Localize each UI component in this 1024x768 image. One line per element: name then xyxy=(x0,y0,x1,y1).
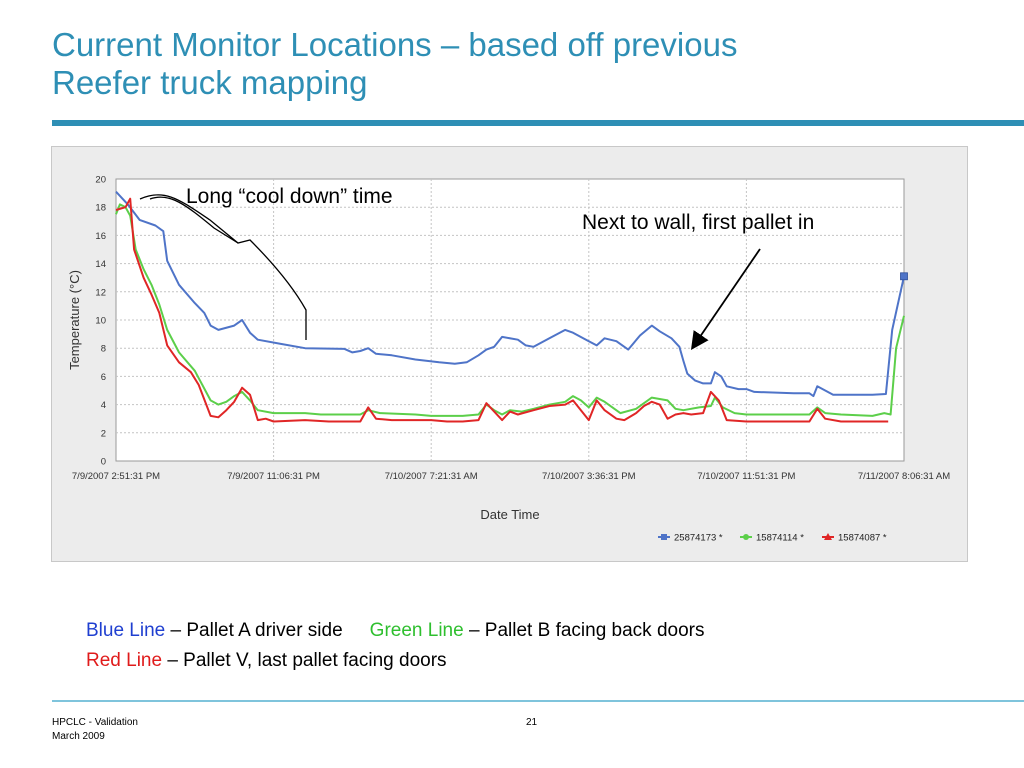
temperature-chart: 0 2 4 6 8 10 12 14 16 18 20 7/9/2007 2:51:31 PM 7/9/… xyxy=(67,175,950,544)
legend-marker xyxy=(661,534,667,540)
y-tick-label: 6 xyxy=(101,372,106,383)
title-line-2: Reefer truck mapping xyxy=(52,64,368,101)
slide-title: Current Monitor Locations – based off pr… xyxy=(52,26,992,102)
legend-line-1: Blue Line – Pallet A driver side Green Li… xyxy=(86,620,705,642)
cool-down-annotation: Long “cool down” time xyxy=(186,185,393,208)
legend-label: 15874087 * xyxy=(838,533,887,544)
x-tick-label: 7/10/2007 3:36:31 PM xyxy=(542,471,636,482)
y-tick-label: 18 xyxy=(95,203,106,214)
x-tick-label: 7/9/2007 2:51:31 PM xyxy=(72,471,160,482)
x-tick-label: 7/11/2007 8:06:31 AM xyxy=(858,471,950,482)
blue-line-desc: – Pallet A driver side xyxy=(165,620,343,641)
series-line xyxy=(115,197,889,423)
green-line-label: Green Line xyxy=(369,620,464,641)
y-axis-label: Temperature (°C) xyxy=(67,270,82,370)
legend-line-2: Red Line – Pallet V, last pallet facing … xyxy=(86,650,447,672)
series-end-marker xyxy=(900,272,908,281)
y-tick-label: 4 xyxy=(101,400,106,411)
y-tick-label: 14 xyxy=(95,259,106,270)
y-tick-label: 0 xyxy=(101,457,106,468)
legend-marker xyxy=(743,534,749,540)
x-tick-label: 7/10/2007 7:21:31 AM xyxy=(385,471,478,482)
x-axis-label: Date Time xyxy=(480,507,539,522)
y-tick-label: 20 xyxy=(95,175,106,186)
title-rule xyxy=(52,120,1024,126)
y-tick-label: 2 xyxy=(101,428,106,439)
red-line-desc: – Pallet V, last pallet facing doors xyxy=(162,650,447,671)
x-tick-label: 7/9/2007 11:06:31 PM xyxy=(227,471,320,482)
legend-marker xyxy=(824,533,832,540)
green-line-desc: – Pallet B facing back doors xyxy=(463,620,705,641)
title-line-1: Current Monitor Locations – based off pr… xyxy=(52,26,738,63)
red-line-label: Red Line xyxy=(86,650,163,671)
blue-line-label: Blue Line xyxy=(86,620,166,641)
y-tick-label: 12 xyxy=(95,287,106,298)
legend-label: 25874173 * xyxy=(674,533,723,544)
y-tick-label: 16 xyxy=(95,231,106,242)
legend-label: 15874114 * xyxy=(756,533,804,544)
x-tick-label: 7/10/2007 11:51:31 PM xyxy=(697,471,795,482)
footer-rule xyxy=(52,700,1024,702)
footer-org: HPCLC - Validation xyxy=(52,717,138,728)
series-line xyxy=(115,203,905,417)
footer-date: March 2009 xyxy=(52,731,105,742)
footer-page-number: 21 xyxy=(526,717,538,728)
y-tick-label: 8 xyxy=(101,344,106,355)
y-tick-label: 10 xyxy=(95,316,106,327)
next-to-wall-annotation: Next to wall, first pallet in xyxy=(582,211,815,234)
